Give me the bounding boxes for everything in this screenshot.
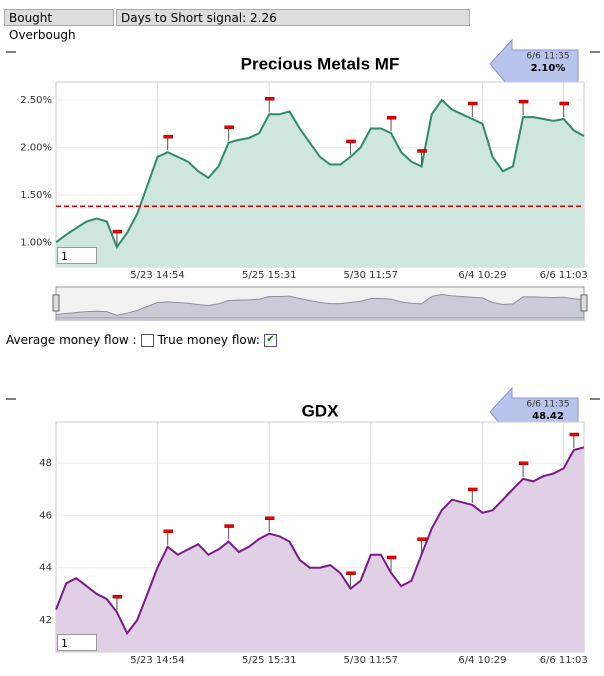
- signal-flag: [112, 229, 123, 246]
- signal-flag: [163, 134, 173, 151]
- signal-flag: [386, 115, 397, 132]
- x-tick-label: 5/25 15:31: [242, 655, 296, 666]
- average-label: Average money flow :: [6, 333, 137, 347]
- x-tick-label: 6/6 11:03: [540, 270, 588, 281]
- zoom-input[interactable]: 1: [57, 247, 97, 264]
- x-tick-label: 5/25 15:31: [242, 270, 296, 281]
- x-tick-label: 6/4 10:29: [458, 270, 506, 281]
- y-tick-label: 2.50%: [20, 95, 52, 106]
- signal-flag: [386, 555, 397, 571]
- signal-flag: [224, 524, 234, 540]
- flag: [112, 594, 123, 599]
- y-tick-label: 48: [39, 458, 52, 469]
- y-tick-label: 42: [39, 615, 52, 626]
- status: Days to Short signal: 2.26: [116, 9, 470, 26]
- x-tick-label: 5/23 14:54: [130, 270, 184, 281]
- flag: [386, 115, 397, 120]
- signal-flag: [264, 97, 275, 113]
- zoom-input[interactable]: 1: [57, 634, 97, 651]
- signal-flag: [518, 99, 529, 116]
- x-tick-label: 6/4 10:29: [458, 655, 506, 666]
- area: [56, 447, 584, 652]
- flag: [346, 571, 356, 575]
- flag: [559, 101, 569, 106]
- signal-flag: [346, 571, 356, 587]
- x-tick-label: 5/30 11:57: [344, 655, 398, 666]
- flag: [468, 101, 478, 106]
- signal-flag: [264, 516, 275, 532]
- y-tick-label: 44: [39, 563, 52, 574]
- flag: [518, 461, 529, 466]
- x-tick-label: 6/6 11:03: [540, 655, 588, 666]
- signal-flag: [112, 594, 123, 611]
- flag: [224, 125, 234, 129]
- y-tick-label: 1.00%: [20, 237, 52, 248]
- flag: [468, 487, 478, 492]
- y-tick-label: 46: [39, 510, 52, 521]
- navigator-handle: [52, 294, 60, 312]
- flag: [417, 537, 427, 541]
- chart-title: Precious Metals MF: [241, 54, 400, 73]
- flag: [224, 524, 234, 528]
- options: Average money flow : True money flow: ✔: [6, 333, 277, 347]
- chart-title: GDX: [302, 401, 340, 420]
- flag: [264, 97, 275, 101]
- flag: [112, 229, 123, 234]
- callout-time: 6/6 11:35: [526, 400, 569, 410]
- checkbox[interactable]: ✔: [263, 333, 277, 347]
- flag: [386, 555, 397, 560]
- callout-value: 48.42: [532, 411, 564, 422]
- x-tick-label: 5/23 14:54: [130, 655, 184, 666]
- signal-flag: [224, 125, 234, 141]
- signal-flag: [468, 487, 478, 503]
- signal-flag: [569, 432, 580, 448]
- flag: [417, 149, 427, 153]
- signal-flag: [468, 101, 478, 117]
- flag: [163, 529, 173, 534]
- flag: [569, 432, 580, 437]
- area: [56, 100, 584, 267]
- line: [55, 98, 585, 250]
- signal-flag: [518, 461, 529, 477]
- callout-time: 6/6 11:35: [526, 52, 569, 62]
- toolbar-button[interactable]: Bought Overbough: [4, 9, 114, 42]
- x-tick-label: 5/30 11:57: [344, 270, 398, 281]
- flag: [264, 516, 275, 520]
- flag: [163, 134, 173, 139]
- navigator-handle: [580, 294, 588, 312]
- line: [55, 446, 585, 636]
- callout-value: 2.10%: [531, 63, 566, 74]
- y-tick-label: 1.50%: [20, 190, 52, 201]
- signal-flag: [417, 537, 427, 553]
- signal-flag: [346, 139, 356, 155]
- true-label: True money flow:: [157, 333, 260, 347]
- signal-flag: [417, 149, 427, 165]
- flag: [518, 99, 529, 104]
- signal-flag: [163, 529, 173, 545]
- checkbox[interactable]: [140, 333, 154, 347]
- navigator-area: [55, 293, 585, 319]
- signal-flag: [559, 101, 569, 117]
- flag: [346, 139, 356, 144]
- y-tick-label: 2.00%: [20, 142, 52, 153]
